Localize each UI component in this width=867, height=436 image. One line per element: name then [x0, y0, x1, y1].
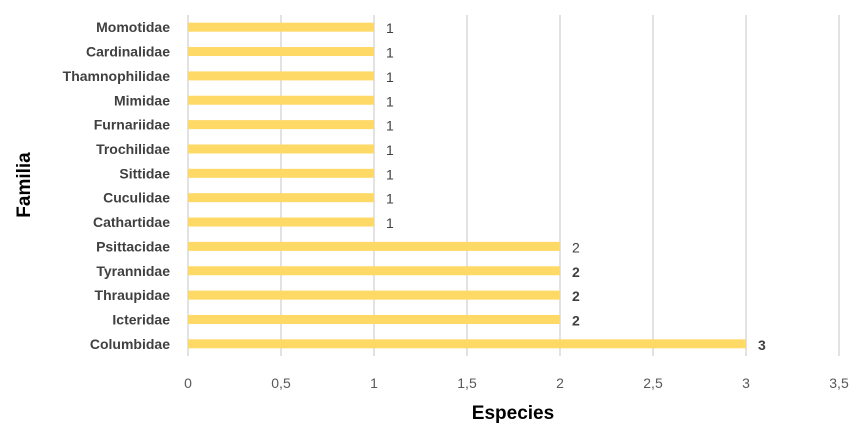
bar [188, 314, 560, 324]
x-tick-label: 1 [370, 375, 378, 391]
category-label: Psittacidae [96, 238, 170, 254]
category-label: Tyrannidae [96, 263, 170, 279]
bar [188, 290, 560, 300]
data-label: 1 [386, 93, 394, 109]
data-label: 1 [386, 166, 394, 182]
data-label: 1 [386, 45, 394, 61]
data-label: 1 [386, 215, 394, 231]
data-labels: 1 1 1 1 1 1 1 1 1 2 2 2 2 3 [386, 20, 766, 353]
x-tick-label: 2,5 [643, 375, 663, 391]
bar [188, 95, 374, 105]
y-axis-title: Familia [14, 152, 35, 218]
category-label: Cardinalidae [86, 44, 170, 60]
data-label: 3 [758, 337, 766, 353]
x-axis-title: Especies [472, 403, 554, 424]
bar [188, 120, 374, 130]
bar [188, 22, 374, 32]
x-tick-labels: 0 0,5 1 1,5 2 2,5 3 3,5 [184, 375, 849, 391]
category-label: Sittidae [119, 165, 170, 181]
bar [188, 144, 374, 154]
x-tick-label: 2 [556, 375, 564, 391]
x-tick-label: 1,5 [457, 375, 477, 391]
category-label: Icteridae [112, 311, 170, 327]
bar [188, 71, 374, 81]
x-tick-label: 0,5 [271, 375, 291, 391]
category-label: Momotidae [96, 19, 170, 35]
category-label: Thraupidae [95, 287, 171, 303]
category-label: Thamnophilidae [63, 68, 171, 84]
category-labels: Momotidae Cardinalidae Thamnophilidae Mimid… [63, 19, 171, 352]
data-label: 2 [572, 264, 580, 280]
bar [188, 168, 374, 178]
grid-lines [187, 15, 840, 356]
category-label: Mimidae [114, 92, 170, 108]
bars [188, 22, 746, 349]
data-label: 1 [386, 20, 394, 36]
category-label: Columbidae [90, 336, 170, 352]
category-label: Furnariidae [94, 117, 170, 133]
data-label: 1 [386, 191, 394, 207]
bar [188, 193, 374, 203]
x-tick-label: 3,5 [829, 375, 849, 391]
x-tick-label: 3 [742, 375, 750, 391]
bar [188, 217, 374, 227]
data-label: 2 [572, 312, 580, 328]
data-label: 2 [572, 239, 580, 255]
data-label: 1 [386, 118, 394, 134]
data-label: 1 [386, 142, 394, 158]
category-label: Cathartidae [93, 214, 170, 230]
category-label: Cuculidae [103, 190, 170, 206]
data-label: 2 [572, 288, 580, 304]
category-label: Trochilidae [96, 141, 170, 157]
bar [188, 241, 560, 251]
bar [188, 266, 560, 276]
x-tick-label: 0 [184, 375, 192, 391]
data-label: 1 [386, 69, 394, 85]
bar [188, 339, 746, 349]
bar [188, 47, 374, 57]
